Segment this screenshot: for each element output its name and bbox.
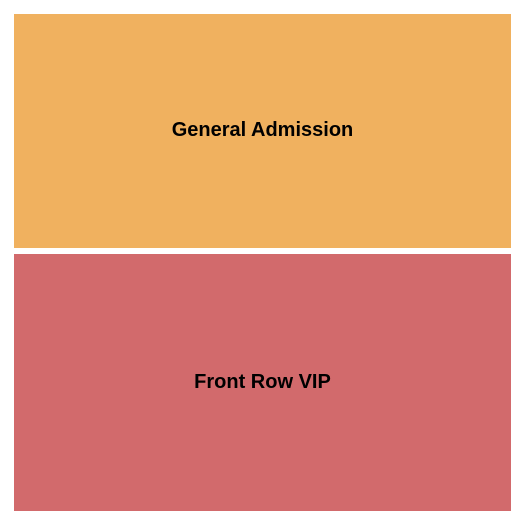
section-front-row-vip[interactable]: Front Row VIP (14, 254, 511, 511)
section-general-admission[interactable]: General Admission (14, 14, 511, 248)
section-label: General Admission (172, 119, 354, 142)
seating-chart-container: General Admission Front Row VIP (0, 0, 525, 525)
section-label: Front Row VIP (194, 371, 331, 394)
